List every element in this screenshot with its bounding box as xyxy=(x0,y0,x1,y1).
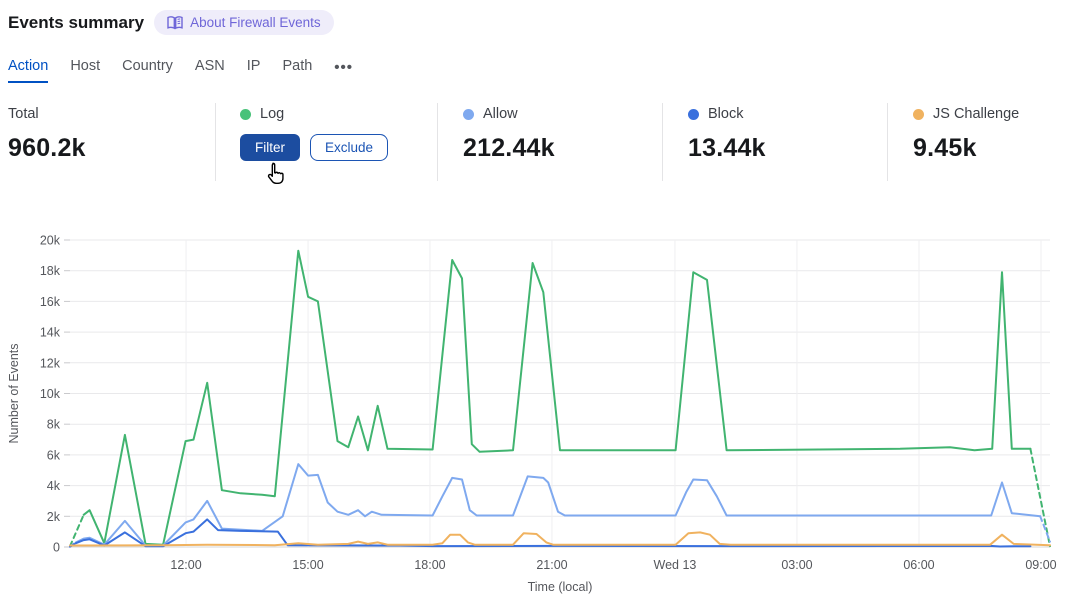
x-tick-label: 09:00 xyxy=(1025,558,1056,572)
stat-label: Log xyxy=(240,106,388,122)
stat-action-buttons: Filter Exclude xyxy=(240,134,389,161)
stats-divider xyxy=(215,103,216,181)
tab-bar: Action Host Country ASN IP Path ••• xyxy=(8,58,353,83)
y-tick-label: 6k xyxy=(47,448,61,462)
stat-label: Block xyxy=(688,106,766,122)
stat-label-text: Total xyxy=(8,106,39,122)
y-tick-label: 8k xyxy=(47,418,61,432)
tab-country[interactable]: Country xyxy=(122,58,173,74)
y-tick-label: 16k xyxy=(40,295,61,309)
stats-row: Total 960.2k Log Filter Exclude Allow 212.44k B… xyxy=(0,100,1068,186)
tabs-more-button[interactable]: ••• xyxy=(334,58,354,76)
book-icon xyxy=(167,15,183,29)
stat-label-text: Block xyxy=(708,106,744,122)
stat-value: 212.44k xyxy=(463,134,555,162)
filter-button[interactable]: Filter xyxy=(240,134,300,161)
legend-dot xyxy=(913,108,924,120)
series-line-allow xyxy=(74,463,1042,547)
y-tick-label: 12k xyxy=(40,356,61,370)
stat-column-allow[interactable]: Allow 212.44k xyxy=(463,106,555,163)
stat-label: JS Challenge xyxy=(913,106,1019,122)
legend-dot xyxy=(240,108,251,120)
stats-divider xyxy=(887,103,888,181)
stat-label-text: JS Challenge xyxy=(933,106,1020,122)
stat-label: Total xyxy=(8,106,86,122)
about-badge-label: About Firewall Events xyxy=(190,15,321,30)
x-tick-label: 21:00 xyxy=(536,558,567,572)
y-tick-label: 0 xyxy=(53,541,60,555)
stat-column-total[interactable]: Total 960.2k xyxy=(8,106,86,163)
x-tick-label: 06:00 xyxy=(903,558,934,572)
tab-asn[interactable]: ASN xyxy=(194,58,225,74)
stats-divider xyxy=(437,103,438,181)
stat-value: 9.45k xyxy=(913,134,977,162)
exclude-button[interactable]: Exclude xyxy=(310,134,389,161)
y-tick-label: 10k xyxy=(40,387,61,401)
legend-dot xyxy=(463,108,474,120)
y-tick-label: 4k xyxy=(47,479,61,493)
stat-label: Allow xyxy=(463,106,555,122)
stat-value: 13.44k xyxy=(688,134,766,162)
events-chart: 0 2k 4k 6k 8k 10k 12k 14k 16k 18k 20k 12:00 15:00 18:… xyxy=(7,234,1057,595)
x-tick-label: Wed 13 xyxy=(654,558,697,572)
y-tick-label: 20k xyxy=(40,234,61,248)
tab-action[interactable]: Action xyxy=(8,58,49,83)
x-tick-label: 18:00 xyxy=(414,558,445,572)
series-line-block xyxy=(74,518,1032,548)
about-firewall-events-badge[interactable]: About Firewall Events xyxy=(154,10,334,35)
stat-value: 960.2k xyxy=(8,134,86,162)
y-axis-label: Number of Events xyxy=(7,343,21,443)
x-tick-label: 12:00 xyxy=(170,558,201,572)
stat-label-text: Log xyxy=(260,106,285,122)
stat-label-text: Allow xyxy=(483,106,518,122)
series-line-allow xyxy=(1039,515,1051,543)
tab-path[interactable]: Path xyxy=(282,58,313,74)
legend-dot xyxy=(688,108,699,120)
header: Events summary About Firewall Events xyxy=(8,10,334,35)
series-line-log xyxy=(82,249,1032,546)
x-tick-label: 03:00 xyxy=(781,558,812,572)
y-tick-label: 14k xyxy=(40,326,61,340)
x-tick-label: 15:00 xyxy=(292,558,323,572)
cursor-pointer-icon xyxy=(267,162,284,185)
stat-column-log[interactable]: Log Filter Exclude xyxy=(240,106,389,161)
y-tick-label: 18k xyxy=(40,264,61,278)
series-line-log xyxy=(69,513,85,548)
series-line-log xyxy=(1029,447,1051,548)
y-tick-label: 2k xyxy=(47,510,61,524)
tab-host[interactable]: Host xyxy=(70,58,101,74)
series-line-js-challenge xyxy=(69,531,1051,547)
x-axis-label: Time (local) xyxy=(528,580,593,594)
stat-column-block[interactable]: Block 13.44k xyxy=(688,106,766,163)
tab-ip[interactable]: IP xyxy=(246,58,261,74)
stats-divider xyxy=(662,103,663,181)
page-title: Events summary xyxy=(8,12,145,32)
stat-column-js-challenge[interactable]: JS Challenge 9.45k xyxy=(913,106,1019,163)
